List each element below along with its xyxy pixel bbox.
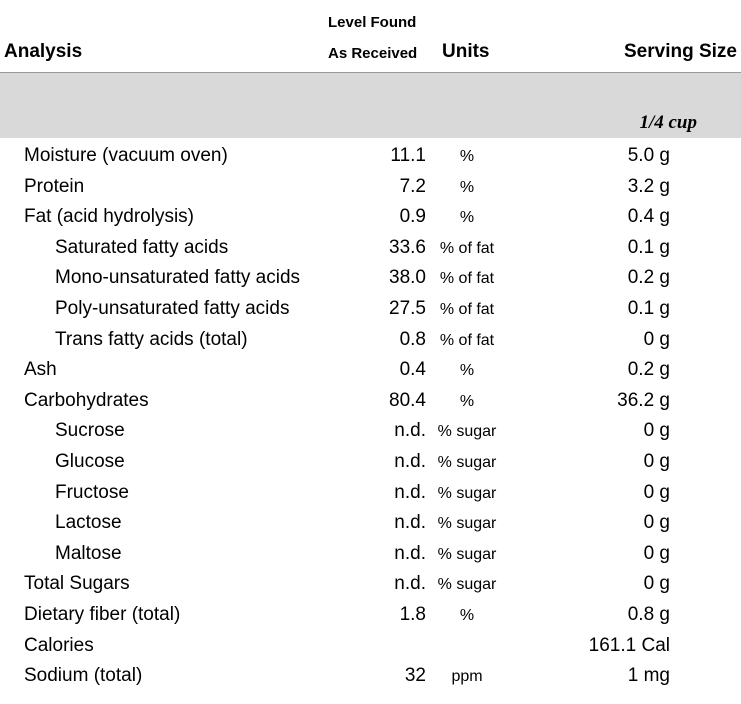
serving-size-value: 0.1 g (627, 297, 670, 319)
level-found-value: n.d. (394, 481, 426, 503)
unit-value: % sugar (437, 453, 497, 471)
unit-value: % of fat (439, 270, 495, 288)
table-row: Dietary fiber (total) 1.8% 0.8 g (0, 599, 741, 630)
serving-size-value: 0.1 g (627, 236, 670, 258)
serving-size-value: 0.8 g (627, 603, 670, 625)
serving-size-value: 0.2 g (627, 359, 670, 381)
analysis-name: Sodium (total) (24, 665, 143, 687)
serving-size-value: 0 g (643, 420, 670, 442)
analysis-name: Poly-unsaturated fatty acids (55, 297, 290, 319)
table-row: Saturated fatty acids 33.6 % of fat 0.1 g (0, 232, 741, 263)
serving-size-value: 1 mg (627, 665, 670, 687)
header-divider (0, 72, 741, 73)
table-row: Glucose n.d. % sugar 0 g (0, 446, 741, 477)
table-row: Total Sugars n.d. % sugar 0 g (0, 568, 741, 599)
level-found-value: n.d. (394, 542, 426, 564)
level-found-value: n.d. (394, 573, 426, 595)
serving-size-column-header: Serving Size (624, 41, 737, 62)
serving-size-value: 0.4 g (627, 206, 670, 228)
serving-size-value: 161.1 Cal (588, 634, 670, 656)
level-found-value: 11.1 (390, 145, 426, 166)
analysis-name: Fructose (55, 481, 129, 503)
table-header: Analysis Level Found As Received Units S… (0, 0, 741, 73)
analysis-name: Mono-unsaturated fatty acids (55, 267, 301, 289)
unit-value: % sugar (437, 576, 497, 594)
analysis-name: Sucrose (55, 420, 125, 442)
level-found-value: 7.2 (399, 175, 426, 197)
serving-size-value: 3.2 g (627, 175, 670, 197)
as-received-column-header: As Received (328, 45, 418, 62)
table-row: Fructose n.d. % sugar 0 g (0, 477, 741, 508)
table-row: Calories 161.1 Cal (0, 630, 741, 661)
analysis-name: Ash (24, 359, 57, 381)
serving-size-value: 0 g (643, 481, 670, 503)
table-row: Protein 7.2% 3.2 g (0, 171, 741, 202)
analysis-name: Saturated fatty acids (55, 236, 229, 258)
serving-size-value: 0 g (643, 328, 670, 350)
analysis-name: Trans fatty acids (total) (55, 328, 248, 350)
serving-size-value: 5.0 g (627, 145, 670, 166)
unit-value: % (459, 209, 475, 227)
level-found-value: n.d. (394, 420, 426, 442)
level-found-value: 80.4 (389, 389, 426, 411)
table-row: Carbohydrates 80.4% 36.2 g (0, 385, 741, 416)
analysis-name: Total Sugars (24, 573, 130, 595)
analysis-name: Maltose (55, 542, 122, 564)
unit-value: % sugar (437, 423, 497, 441)
serving-amount: 1/4 cup (639, 112, 697, 133)
analysis-name: Calories (24, 634, 94, 656)
level-found-value: 1.8 (399, 603, 426, 625)
level-found-value: 27.5 (389, 297, 426, 319)
serving-band (0, 73, 741, 138)
unit-value: % sugar (437, 515, 497, 533)
unit-value: ppm (451, 668, 483, 686)
unit-value: % (459, 178, 475, 196)
unit-value: % (459, 606, 475, 624)
level-found-value: 32 (404, 665, 426, 687)
serving-size-value: 0 g (643, 450, 670, 472)
analysis-table-body: Moisture (vacuum oven) 11.1% 5.0 g Protein 7… (0, 140, 741, 691)
serving-size-value: 0 g (643, 512, 670, 534)
table-row: Fat (acid hydrolysis) 0.9% 0.4 g (0, 201, 741, 232)
table-row: Moisture (vacuum oven) 11.1% 5.0 g (0, 140, 741, 171)
analysis-name: Moisture (vacuum oven) (24, 145, 228, 166)
level-found-value: 0.4 (399, 359, 426, 381)
unit-value: % (459, 392, 475, 410)
analysis-name: Carbohydrates (24, 389, 149, 411)
table-row: Sucrose n.d. % sugar 0 g (0, 415, 741, 446)
serving-size-value: 36.2 g (617, 389, 670, 411)
table-row: Trans fatty acids (total) 0.8 % of fat 0 g (0, 324, 741, 355)
level-found-value: 33.6 (389, 236, 426, 258)
serving-size-value: 0 g (643, 573, 670, 595)
level-found-value: 38.0 (389, 267, 426, 289)
analysis-column-header: Analysis (4, 41, 83, 62)
analysis-name: Lactose (55, 512, 122, 534)
analysis-name: Glucose (55, 450, 125, 472)
level-found-value: n.d. (394, 450, 426, 472)
table-row: Sodium (total) 32 ppm 1 mg (0, 660, 741, 691)
analysis-name: Dietary fiber (total) (24, 603, 181, 625)
level-found-value: 0.8 (399, 328, 426, 350)
analysis-name: Fat (acid hydrolysis) (24, 206, 194, 228)
unit-value: % of fat (439, 300, 495, 318)
unit-value: % (459, 362, 475, 380)
serving-size-value: 0 g (643, 542, 670, 564)
unit-value: % (459, 148, 475, 165)
table-row: Maltose n.d. % sugar 0 g (0, 538, 741, 569)
level-found-column-header: Level Found (328, 14, 417, 31)
serving-size-value: 0.2 g (627, 267, 670, 289)
unit-value: % of fat (439, 331, 495, 349)
table-row: Poly-unsaturated fatty acids 27.5 % of fat… (0, 293, 741, 324)
units-column-header: Units (442, 41, 490, 62)
table-row: Ash 0.4% 0.2 g (0, 354, 741, 385)
unit-value: % sugar (437, 545, 497, 563)
level-found-value: 0.9 (399, 206, 426, 228)
analysis-name: Protein (24, 175, 85, 197)
table-row: Mono-unsaturated fatty acids 38.0 % of fat… (0, 262, 741, 293)
level-found-value: n.d. (394, 512, 426, 534)
unit-value: % of fat (439, 239, 495, 257)
unit-value: % sugar (437, 484, 497, 502)
table-row: Lactose n.d. % sugar 0 g (0, 507, 741, 538)
